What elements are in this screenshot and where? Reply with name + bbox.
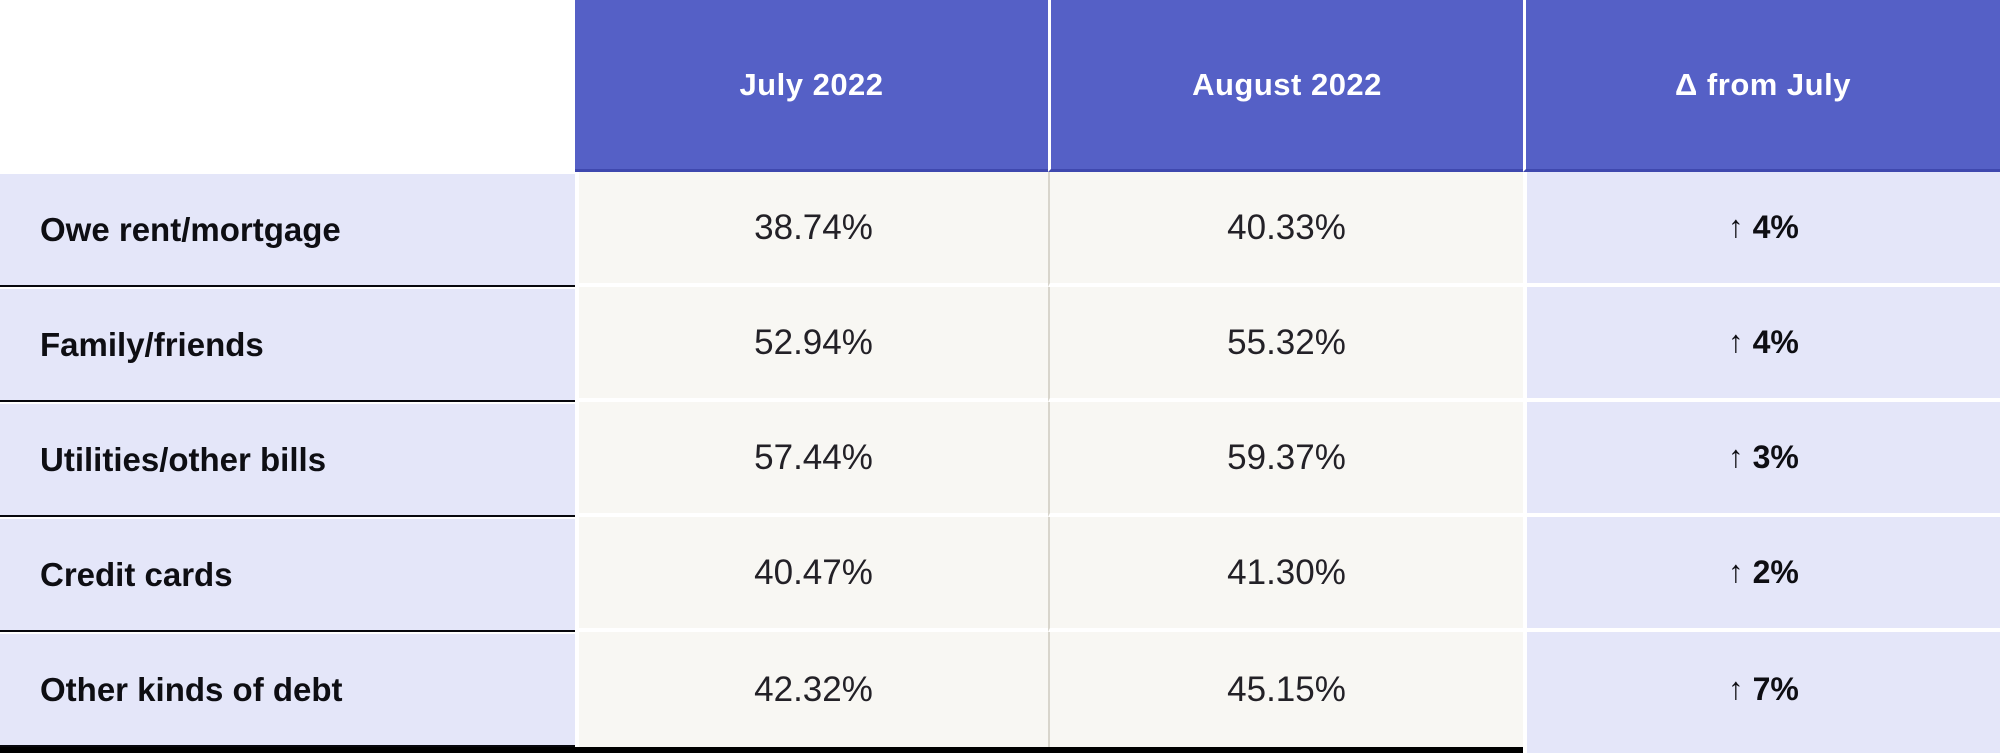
header-blank-cell: [0, 0, 575, 172]
august-value-cell: 55.32%: [1048, 287, 1523, 402]
row-label: Other kinds of debt: [0, 632, 575, 747]
delta-cell: ↑ 7%: [1523, 632, 2000, 747]
july-value-cell: 52.94%: [575, 287, 1048, 402]
delta-column-bottom-strip: [1527, 747, 2000, 753]
august-value-cell: 41.30%: [1048, 517, 1523, 632]
up-arrow-icon: ↑: [1728, 670, 1744, 706]
july-value-cell: 40.47%: [575, 517, 1048, 632]
delta-cell: ↑ 2%: [1523, 517, 2000, 632]
august-value-cell: 45.15%: [1048, 632, 1523, 747]
row-label: Utilities/other bills: [0, 402, 575, 517]
row-label: Owe rent/mortgage: [0, 172, 575, 287]
column-header-label: July 2022: [739, 66, 884, 102]
delta-value: 7%: [1752, 671, 1799, 707]
row-label: Family/friends: [0, 287, 575, 402]
column-header-july: July 2022: [575, 0, 1048, 172]
delta-cell: ↑ 4%: [1523, 287, 2000, 402]
column-header-august: August 2022: [1048, 0, 1523, 172]
delta-value: 3%: [1752, 439, 1799, 475]
august-value-cell: 40.33%: [1048, 172, 1523, 287]
july-value-cell: 57.44%: [575, 402, 1048, 517]
up-arrow-icon: ↑: [1728, 438, 1744, 474]
table-bottom-border: [0, 747, 1523, 753]
up-arrow-icon: ↑: [1728, 323, 1744, 359]
row-label: Credit cards: [0, 517, 575, 632]
delta-cell: ↑ 4%: [1523, 172, 2000, 287]
july-value-cell: 42.32%: [575, 632, 1048, 747]
july-value-cell: 38.74%: [575, 172, 1048, 287]
column-header-delta: Δ from July: [1523, 0, 2000, 172]
delta-value: 4%: [1752, 324, 1799, 360]
up-arrow-icon: ↑: [1728, 208, 1744, 244]
delta-value: 2%: [1752, 554, 1799, 590]
column-header-label: August 2022: [1192, 66, 1382, 102]
delta-value: 4%: [1752, 209, 1799, 245]
delta-cell: ↑ 3%: [1523, 402, 2000, 517]
up-arrow-icon: ↑: [1728, 553, 1744, 589]
column-header-label: Δ from July: [1675, 66, 1851, 102]
august-value-cell: 59.37%: [1048, 402, 1523, 517]
